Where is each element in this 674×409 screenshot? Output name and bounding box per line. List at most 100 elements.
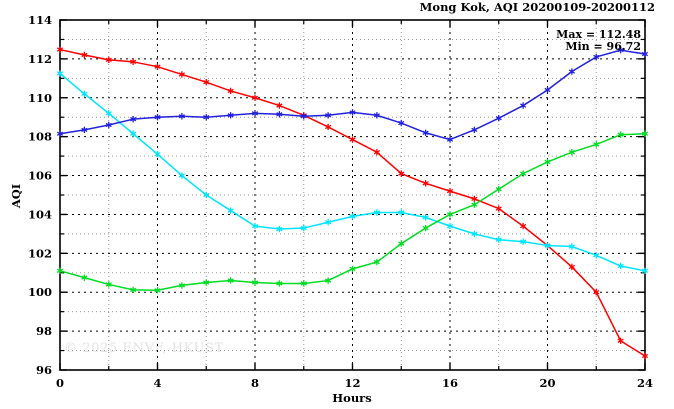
- series-red-marker: [593, 289, 600, 296]
- x-axis-title: Hours: [332, 391, 371, 405]
- series-blue-marker: [81, 126, 88, 134]
- series-red-marker: [105, 56, 112, 64]
- series-blue-marker: [446, 136, 454, 143]
- series-green-marker: [398, 240, 405, 247]
- series-blue-marker: [617, 46, 624, 54]
- y-tick-label: 104: [28, 207, 52, 221]
- series-blue-marker: [276, 111, 283, 118]
- series-green-marker: [617, 131, 624, 138]
- series-red-marker: [81, 51, 88, 59]
- x-tick-label: 12: [344, 376, 360, 390]
- series-blue-marker: [105, 121, 112, 129]
- y-tick-label: 102: [28, 246, 52, 260]
- series-cyan-line: [59, 72, 646, 272]
- x-tick-label: 8: [251, 376, 259, 390]
- series-red-marker: [203, 79, 210, 86]
- series-red-marker: [227, 87, 234, 95]
- series-blue-marker: [544, 86, 551, 94]
- series-red-marker: [349, 136, 356, 143]
- x-tick-label: 0: [56, 376, 64, 390]
- series-green-marker: [56, 267, 64, 275]
- series-red-marker: [56, 46, 64, 53]
- series-red-marker: [398, 170, 405, 177]
- series-green-marker: [520, 170, 527, 177]
- max-annotation: Max = 112.48: [556, 28, 641, 41]
- series-green-marker: [568, 149, 575, 156]
- series-green: [56, 130, 649, 294]
- x-tick-label: 20: [539, 376, 555, 390]
- series-cyan-marker: [544, 242, 551, 249]
- series-blue-marker: [227, 112, 234, 119]
- series-blue-marker: [471, 126, 478, 134]
- watermark: © 2025 ENVF, HKUST: [64, 341, 224, 356]
- series-cyan-marker: [251, 222, 259, 230]
- series-cyan-marker: [325, 219, 332, 226]
- y-tick-label: 110: [28, 91, 52, 105]
- series-cyan-marker: [203, 191, 210, 199]
- series-cyan-marker: [178, 172, 185, 179]
- series-blue-marker: [422, 129, 429, 136]
- series-cyan-marker: [446, 222, 454, 230]
- series-blue-marker: [398, 119, 405, 127]
- series-blue-marker: [154, 114, 161, 121]
- series-green-marker: [373, 258, 380, 266]
- series-blue-marker: [641, 50, 649, 58]
- series-cyan-marker: [81, 90, 88, 98]
- series-cyan-marker: [56, 70, 64, 77]
- series-green-marker: [130, 286, 137, 294]
- min-annotation: Min = 96.72: [565, 40, 641, 53]
- series-red-marker: [251, 94, 259, 101]
- series-blue-marker: [520, 102, 527, 109]
- y-tick-label: 108: [28, 130, 52, 144]
- series-red-marker: [446, 187, 454, 195]
- series-green-marker: [544, 158, 551, 166]
- series-blue-marker: [568, 68, 575, 75]
- series-green-marker: [641, 130, 649, 137]
- series-red-marker: [130, 58, 137, 66]
- y-tick-label: 98: [36, 324, 52, 338]
- series-cyan-marker: [398, 209, 405, 216]
- series-green-marker: [446, 211, 454, 218]
- series-cyan-marker: [617, 262, 624, 270]
- series-blue-marker: [325, 112, 332, 119]
- series-green-marker: [251, 279, 259, 286]
- series-green-marker: [325, 277, 332, 284]
- series-cyan-marker: [495, 236, 502, 243]
- series-cyan-marker: [568, 243, 575, 250]
- series-blue-marker: [178, 113, 185, 120]
- series-cyan-marker: [227, 207, 234, 214]
- series-blue-marker: [373, 112, 380, 119]
- y-tick-label: 106: [28, 169, 52, 183]
- series-red-marker: [422, 180, 429, 187]
- series-green-marker: [81, 274, 88, 281]
- x-tick-label: 24: [637, 376, 653, 390]
- series-green-marker: [593, 141, 600, 148]
- series-green-marker: [178, 282, 185, 289]
- series-cyan-marker: [471, 230, 478, 238]
- x-tick-labels: 0 4 8 12 16 20 24: [56, 376, 653, 390]
- series-blue-marker: [300, 113, 307, 120]
- chart-title: Mong Kok, AQI 20200109-20200112: [420, 0, 655, 14]
- series-red-marker: [471, 195, 478, 203]
- series-blue-marker: [251, 110, 259, 117]
- series-red-marker: [568, 263, 575, 271]
- y-tick-label: 114: [28, 13, 52, 27]
- y-axis-title: AQI: [9, 184, 23, 209]
- series-red-marker: [617, 337, 624, 345]
- series-cyan-marker: [300, 224, 307, 232]
- series-green-marker: [471, 201, 478, 208]
- series-blue-marker: [130, 115, 137, 123]
- series-green-marker: [495, 185, 502, 193]
- watermark-group: © 2025 ENVF, HKUST: [64, 341, 224, 356]
- series-red-marker: [520, 222, 527, 230]
- series-green-marker: [227, 277, 234, 284]
- series-cyan-marker: [154, 150, 161, 158]
- data-series-group: [56, 46, 649, 360]
- series-green-marker: [154, 287, 161, 294]
- series-green-marker: [203, 279, 210, 286]
- series-green-marker: [105, 281, 112, 288]
- axis-ticks: [59, 19, 646, 371]
- series-cyan-marker: [276, 225, 283, 233]
- series-blue-marker: [203, 114, 210, 121]
